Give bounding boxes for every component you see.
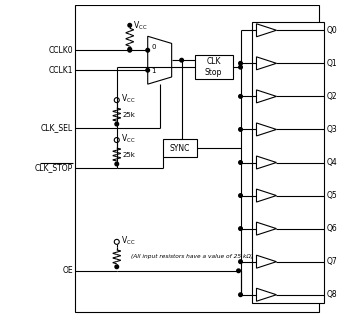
Text: Q1: Q1 — [326, 59, 337, 68]
Bar — [163, 139, 197, 157]
Circle shape — [239, 194, 242, 198]
Text: Q3: Q3 — [326, 125, 337, 134]
Circle shape — [115, 122, 119, 126]
Text: Q5: Q5 — [326, 191, 337, 200]
Circle shape — [239, 293, 242, 297]
Text: 1: 1 — [152, 68, 156, 74]
Text: Q0: Q0 — [326, 26, 337, 35]
Bar — [75, 5, 319, 312]
Text: CLK_SEL: CLK_SEL — [41, 124, 73, 132]
Circle shape — [239, 260, 242, 264]
Circle shape — [239, 128, 242, 131]
Text: Q4: Q4 — [326, 158, 337, 167]
Circle shape — [114, 98, 119, 103]
Circle shape — [239, 227, 242, 231]
Text: CCLK1: CCLK1 — [48, 66, 73, 75]
Text: OE: OE — [62, 266, 73, 275]
Circle shape — [115, 265, 119, 268]
Text: Q2: Q2 — [326, 92, 337, 101]
Bar — [253, 22, 324, 303]
Text: V$_{\rm CC}$: V$_{\rm CC}$ — [133, 19, 147, 31]
Text: Q6: Q6 — [326, 224, 337, 233]
Circle shape — [128, 48, 132, 52]
Circle shape — [239, 65, 242, 69]
Text: V$_{\rm CC}$: V$_{\rm CC}$ — [121, 234, 135, 247]
Text: Q7: Q7 — [326, 257, 337, 266]
Circle shape — [146, 48, 150, 52]
Text: (All input resistors have a value of 25 kΩ): (All input resistors have a value of 25 … — [131, 254, 253, 259]
Text: CCLK0: CCLK0 — [48, 46, 73, 55]
Text: V$_{\rm CC}$: V$_{\rm CC}$ — [121, 93, 135, 105]
Circle shape — [115, 162, 119, 166]
Circle shape — [114, 138, 119, 143]
Text: SYNC: SYNC — [169, 144, 190, 152]
Text: CLK_STOP: CLK_STOP — [35, 164, 73, 172]
Circle shape — [237, 269, 240, 273]
Circle shape — [239, 95, 242, 98]
Text: 25k: 25k — [123, 112, 136, 118]
Circle shape — [239, 161, 242, 164]
Text: Q8: Q8 — [326, 290, 337, 299]
Circle shape — [180, 59, 184, 62]
Text: CLK
Stop: CLK Stop — [205, 57, 222, 77]
Circle shape — [146, 68, 150, 72]
Text: 25k: 25k — [123, 151, 136, 158]
Circle shape — [114, 239, 119, 244]
Circle shape — [128, 47, 132, 51]
Circle shape — [239, 61, 242, 65]
Circle shape — [128, 24, 132, 27]
Text: 0: 0 — [152, 44, 156, 50]
Text: V$_{\rm CC}$: V$_{\rm CC}$ — [121, 133, 135, 145]
Bar — [194, 55, 233, 79]
